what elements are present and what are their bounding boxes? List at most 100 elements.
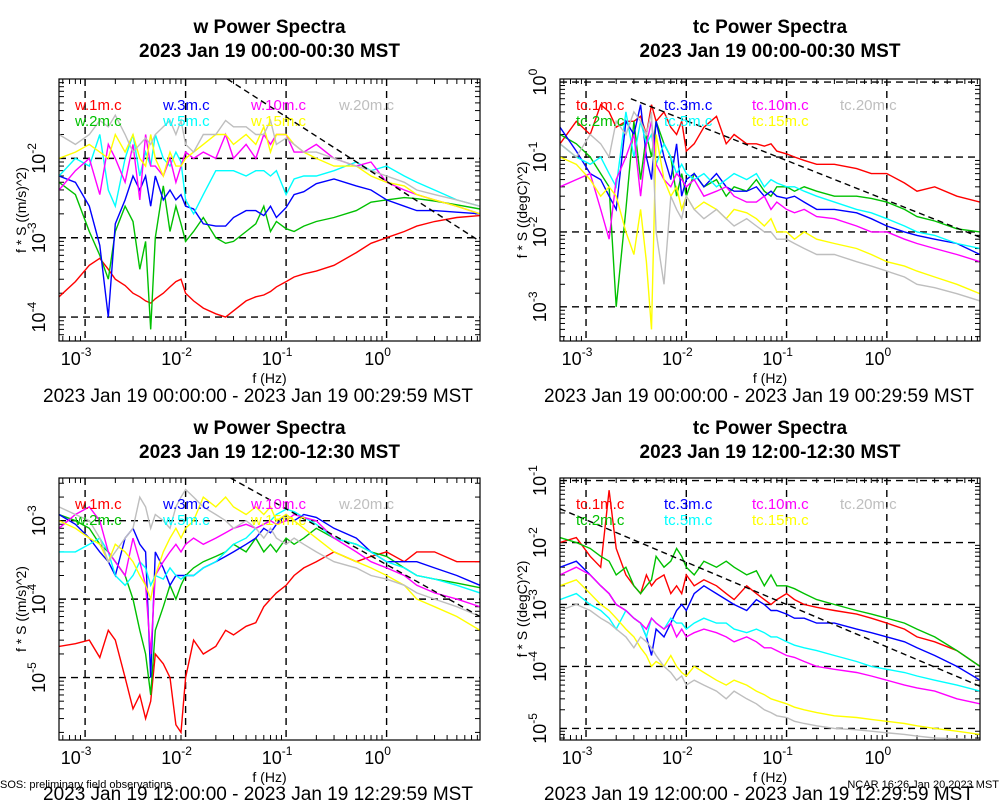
series-line-20m [560,110,980,302]
legend-item-3m: tc.3m.c [664,97,713,114]
footer-timestamp: NCAR 16:26 Jan 20 2023 MST [847,779,999,791]
series-line-2m [560,536,980,667]
x-tick-label: 10-3 [61,345,92,369]
x-tick-label: 10-2 [662,345,693,369]
chart-subtitle: 2023 Jan 19 00:00-00:30 MST [640,41,901,62]
minor-ticks [560,79,980,341]
legend-item-5m: w.5m.c [162,113,210,130]
x-axis-label: f (Hz) [753,769,787,785]
chart-subtitle: 2023 Jan 19 12:00-12:30 MST [640,442,901,463]
y-tick-label: 10-5 [526,713,550,744]
y-axis-label: f * S ((degC)^2) [514,162,530,259]
plot-area [560,98,980,330]
series-line-1m [560,490,980,667]
legend-item-1m: tc.1m.c [576,496,625,513]
series-line-2m [59,181,480,330]
legend-item-3m: tc.3m.c [664,496,713,513]
legend-item-1m: tc.1m.c [576,97,625,114]
legend-item-3m: w.3m.c [162,97,210,114]
y-axis-label: f * S ((degC)^2) [514,561,530,658]
chart-title: w Power Spectra [192,17,345,38]
plot-frame [58,477,481,741]
legend-item-5m: tc.5m.c [664,113,713,130]
x-tick-label: 10-1 [762,744,793,768]
time-range-label: 2023 Jan 19 12:00:00 - 2023 Jan 19 12:29… [544,784,974,800]
legend-item-10m: tc.10m.c [752,496,809,513]
x-tick-label: 100 [364,744,391,768]
y-tick-label: 10-5 [25,662,49,693]
legend-item-2m: w.2m.c [74,113,122,130]
x-tick-label: 100 [864,345,891,369]
time-range-label: 2023 Jan 19 12:00:00 - 2023 Jan 19 12:29… [43,784,473,800]
legend-item-1m: w.1m.c [74,496,122,513]
plot-area [59,79,480,330]
time-range-label: 2023 Jan 19 00:00:00 - 2023 Jan 19 00:29… [544,386,974,407]
x-tick-label: 100 [864,744,891,768]
x-tick-label: 10-2 [161,744,192,768]
y-tick-label: 10-1 [526,465,550,496]
legend-item-15m: w.15m.c [250,512,307,529]
chart-title: tc Power Spectra [693,418,848,439]
legend-item-15m: tc.15m.c [752,512,809,529]
x-tick-label: 10-1 [262,744,293,768]
plot-frame [559,477,981,741]
series-line-15m [560,578,980,736]
legend-item-2m: tc.2m.c [576,512,625,529]
reference-slope-line [230,478,480,618]
legend-item-15m: w.15m.c [250,113,307,130]
legend-item-5m: w.5m.c [162,512,210,529]
legend-item-1m: w.1m.c [74,97,122,114]
reference-slope-line [226,79,480,242]
plot-area [59,478,480,735]
series-line-3m [560,104,980,256]
plot-frame [58,78,481,342]
y-axis-label: f * S ((m/s)^2) [13,167,29,253]
series-line-3m [59,173,480,318]
series-line-20m [59,488,480,618]
legend-item-15m: tc.15m.c [752,113,809,130]
x-axis-label: f (Hz) [753,370,787,386]
legend-item-5m: tc.5m.c [664,512,713,529]
plot-frame [559,78,981,342]
chart-panel-4: tc Power Spectra 2023 Jan 19 12:00-12:30 … [514,418,981,800]
legend-item-10m: tc.10m.c [752,97,809,114]
x-tick-label: 10-1 [262,345,293,369]
minor-ticks [560,478,980,740]
legend-item-3m: w.3m.c [162,496,210,513]
legend-item-20m: tc.20m.c [840,496,897,513]
series-line-1m [59,551,480,735]
time-range-label: 2023 Jan 19 00:00:00 - 2023 Jan 19 00:29… [43,386,473,407]
y-tick-label: 10-3 [25,505,49,536]
legend-item-10m: w.10m.c [250,97,307,114]
y-axis-label: f * S ((m/s)^2) [13,566,29,652]
chart-panel-3: w Power Spectra 2023 Jan 19 12:00-12:30 M… [13,418,481,800]
legend-item-2m: w.2m.c [74,512,122,529]
x-tick-label: 10-1 [762,345,793,369]
chart-panel-2: tc Power Spectra 2023 Jan 19 00:00-00:30 … [514,17,981,407]
reference-slope-line [560,508,980,687]
series-line-20m [560,603,980,740]
series-line-5m [59,508,480,594]
series-line-5m [560,111,980,250]
legend-item-20m: tc.20m.c [840,97,897,114]
legend-item-20m: w.20m.c [338,496,395,513]
series-line-10m [59,132,480,215]
y-tick-label: 100 [526,68,550,95]
x-tick-label: 10-2 [161,345,192,369]
series-line-3m [560,560,980,681]
minor-ticks [59,478,480,740]
chart-title: w Power Spectra [192,418,345,439]
legend-item-20m: w.20m.c [338,97,395,114]
chart-panel-1: w Power Spectra 2023 Jan 19 00:00-00:30 M… [13,17,481,407]
y-tick-label: 10-3 [526,291,550,322]
chart-title: tc Power Spectra [693,17,848,38]
x-axis-label: f (Hz) [252,370,286,386]
x-tick-label: 10-2 [662,744,693,768]
x-axis-label: f (Hz) [252,769,286,785]
series-line-15m [59,495,480,631]
y-tick-label: 10-2 [526,527,550,558]
series-line-1m [59,214,480,318]
legend-item-2m: tc.2m.c [576,113,625,130]
legend-item-10m: w.10m.c [250,496,307,513]
